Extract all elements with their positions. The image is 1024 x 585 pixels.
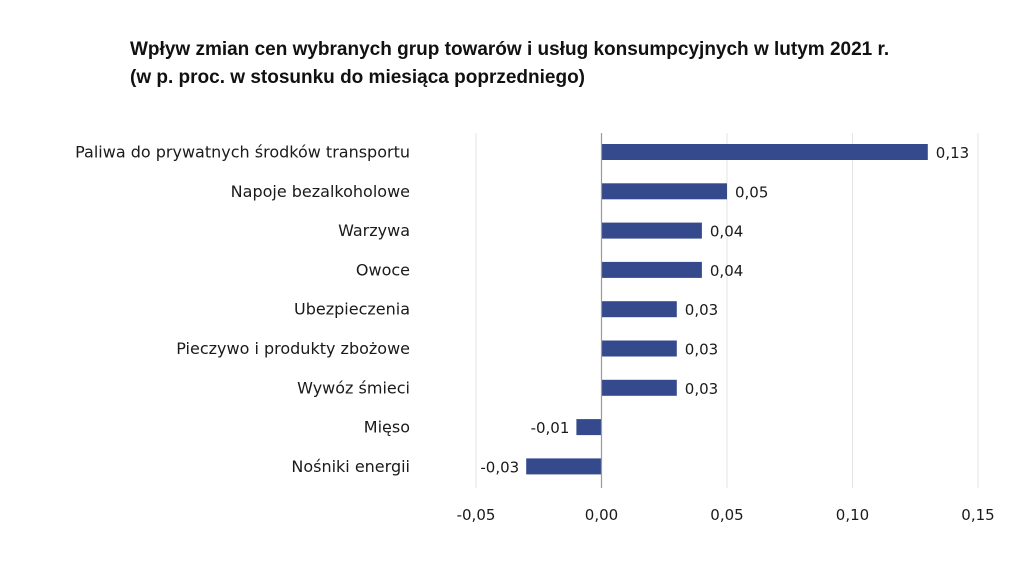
chart-title-line: Wpływ zmian cen wybranych grup towarów i… (130, 39, 890, 60)
value-label: 0,05 (735, 183, 768, 201)
bar (601, 144, 928, 160)
bar (601, 379, 677, 396)
bar (526, 458, 602, 475)
category-label: Pieczywo i produkty zbożowe (176, 339, 410, 358)
x-tick-label: 0,15 (961, 506, 994, 524)
category-label: Napoje bezalkoholowe (231, 182, 410, 201)
bar (601, 222, 702, 239)
x-tick-labels: -0,05 0,00 0,05 0,10 0,15 (457, 506, 995, 524)
bar (576, 419, 602, 436)
category-label: Owoce (356, 260, 410, 279)
x-tick-label: 0,10 (836, 506, 869, 524)
x-tick-label: 0,05 (710, 506, 743, 524)
category-label: Warzywa (338, 221, 410, 240)
value-label: 0,04 (710, 223, 743, 241)
x-tick-label: -0,05 (457, 506, 496, 524)
value-label: 0,13 (936, 144, 969, 162)
bar (601, 183, 727, 200)
value-label: -0,01 (531, 419, 570, 437)
category-label: Wywóz śmieci (297, 378, 410, 397)
category-label: Nośniki energii (291, 457, 410, 476)
bar (601, 301, 677, 318)
value-label: 0,03 (685, 301, 718, 319)
x-tick-label: 0,00 (585, 506, 618, 524)
value-labels: 0,13 0,05 0,04 0,04 0,03 0,03 0,03 -0,01 -0,03 (480, 144, 969, 476)
bar (601, 340, 677, 357)
bars (526, 144, 928, 475)
value-label: 0,03 (685, 341, 718, 359)
category-label: Mięso (364, 418, 410, 437)
value-label: 0,03 (685, 380, 718, 398)
chart-subtitle: (w p. proc. w stosunku do miesiąca poprz… (130, 67, 585, 88)
chart-title: Wpływ zmian cen wybranych grup towarów i… (130, 36, 990, 92)
category-labels: Paliwa do prywatnych środków transportu N… (75, 143, 410, 476)
value-label: -0,03 (480, 458, 519, 476)
category-label: Paliwa do prywatnych środków transportu (75, 143, 410, 162)
category-label: Ubezpieczenia (294, 300, 410, 319)
value-label: 0,04 (710, 262, 743, 280)
bar (601, 261, 702, 278)
